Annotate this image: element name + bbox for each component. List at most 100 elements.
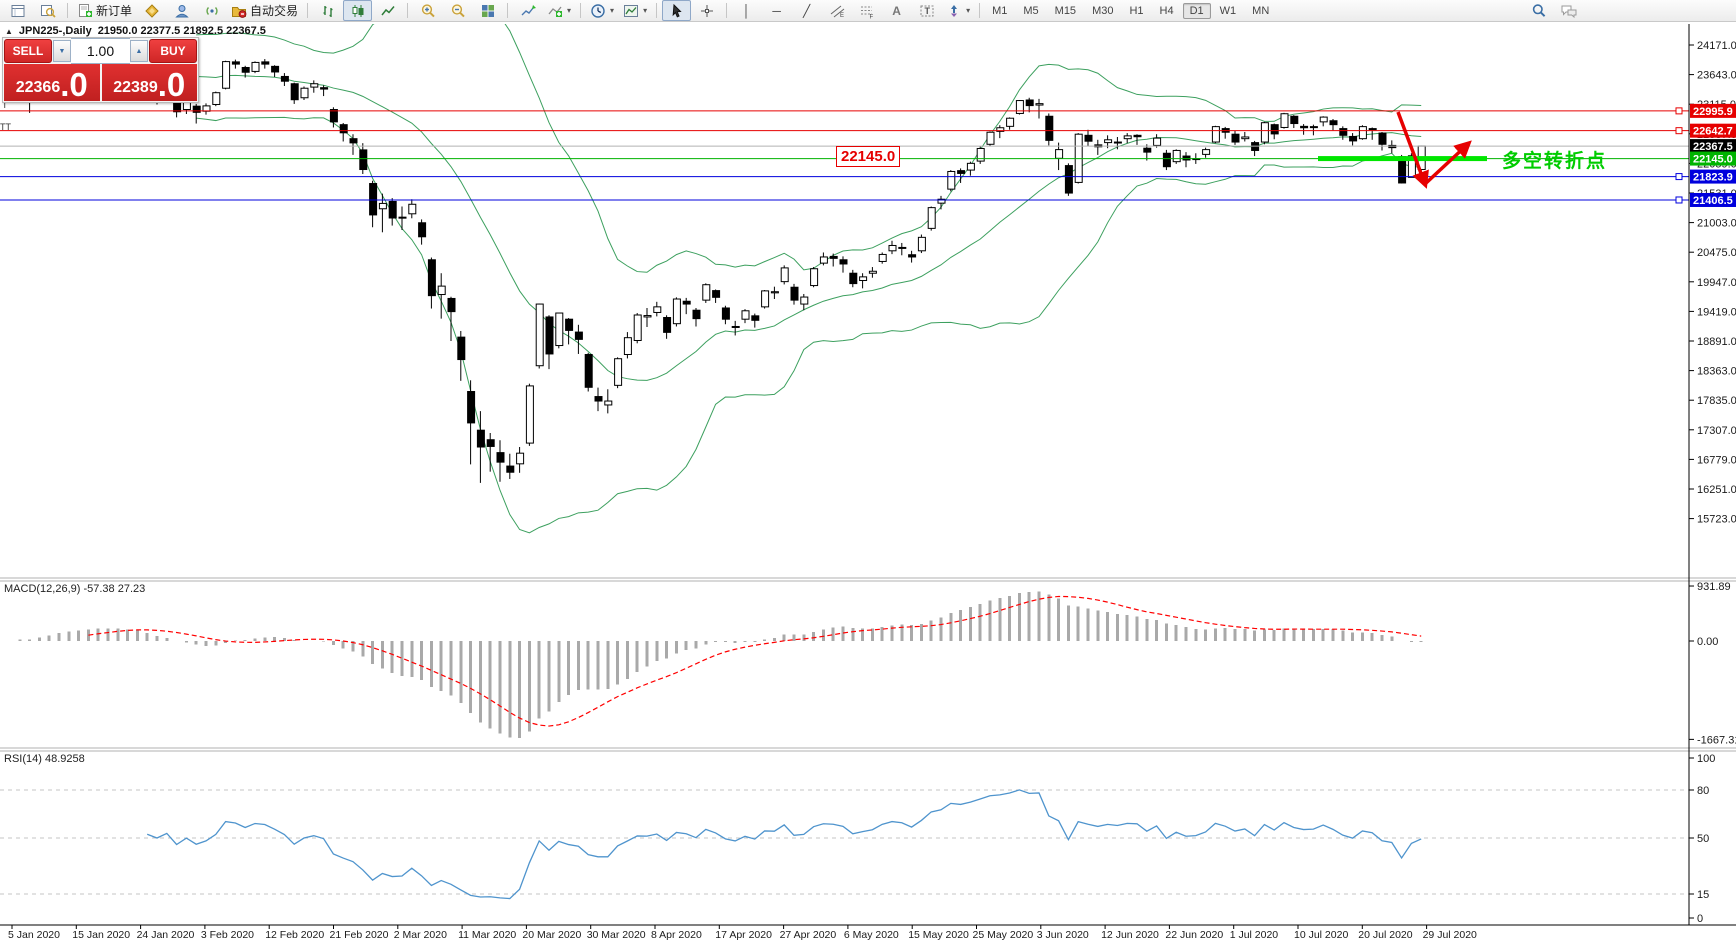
chart-canvas[interactable]: 24171.023643.023115.022587.022059.021531…: [0, 22, 1736, 946]
timeframe-button-m15[interactable]: M15: [1054, 4, 1077, 17]
indicators-icon[interactable]: [513, 0, 542, 21]
bear-candle: [584, 354, 593, 388]
sell-button[interactable]: SELL: [4, 39, 52, 63]
timeframe-button-mn[interactable]: MN: [1252, 4, 1270, 17]
bar-chart-icon[interactable]: [313, 0, 342, 21]
price-axis-label: 23643.0: [1697, 70, 1736, 82]
bull-candle: [535, 303, 544, 367]
charts-window-icon[interactable]: [3, 0, 32, 21]
vertical-line-icon[interactable]: │: [742, 3, 751, 18]
chat-icon[interactable]: [1554, 0, 1583, 21]
template-icon[interactable]: ▾: [619, 0, 651, 21]
line-handle[interactable]: [1675, 196, 1683, 204]
timeframe-button-h4[interactable]: H4: [1159, 4, 1174, 17]
bear-candle: [320, 87, 329, 90]
bull-candle: [604, 400, 613, 406]
text-label-icon[interactable]: T: [912, 0, 941, 21]
add-object-icon[interactable]: ▾: [543, 0, 575, 21]
bull-candle: [1123, 135, 1132, 140]
zoom-out-icon[interactable]: [443, 0, 472, 21]
signals-icon[interactable]: [197, 0, 226, 21]
ohlc-values: 21950.0 22377.5 21892.5 22367.5: [97, 25, 266, 37]
turning-point-label[interactable]: 多空转折点: [1502, 151, 1608, 172]
bear-candle: [1064, 165, 1073, 194]
zoom-in-icon[interactable]: [413, 0, 442, 21]
period-clock-icon[interactable]: ▾: [586, 0, 618, 21]
timeframe-button-d1[interactable]: D1: [1182, 2, 1211, 19]
bollinger-bands: [196, 24, 1422, 534]
timeframe-button-m30[interactable]: M30: [1092, 4, 1114, 17]
bull-candle: [986, 131, 995, 145]
expert-advisors-icon[interactable]: [167, 0, 196, 21]
new-order-label: 新订单: [96, 4, 133, 18]
timeframe-button-w1[interactable]: W1: [1219, 4, 1237, 17]
text-object-marker[interactable]: TT: [0, 122, 11, 132]
sell-price[interactable]: 22366.0: [4, 64, 100, 101]
volume-increase-button[interactable]: ▲: [130, 40, 148, 62]
date-axis-label: 29 Jul 2020: [1423, 929, 1477, 941]
bear-candle: [486, 439, 495, 447]
text-icon[interactable]: A: [892, 3, 901, 18]
candlestick-chart-icon[interactable]: [343, 0, 373, 21]
symbol-period-label: JPN225-,Daily: [18, 25, 92, 37]
line-handle[interactable]: [1675, 173, 1683, 181]
data-window-icon[interactable]: [33, 0, 62, 21]
crosshair-icon[interactable]: [692, 0, 721, 21]
price-note-label[interactable]: 22145.0: [836, 146, 901, 167]
price-axis-label: 16251.0: [1697, 484, 1736, 496]
bear-candle: [849, 272, 858, 285]
timeframe-button-m5[interactable]: M5: [1023, 4, 1039, 17]
volume-decrease-button[interactable]: ▼: [53, 40, 71, 62]
line-handle[interactable]: [1675, 107, 1683, 115]
rsi-axis-label: 0: [1697, 913, 1703, 925]
autotrading-button[interactable]: 自动交易: [227, 0, 302, 21]
trend-arrow[interactable]: [1396, 111, 1429, 189]
bull-candle: [937, 198, 946, 204]
timeframe-button-m1[interactable]: M1: [992, 4, 1008, 17]
price-tag-22145.0: [1690, 151, 1736, 166]
text-object-marker[interactable]: T: [2, 100, 8, 110]
bull-candle: [996, 127, 1005, 132]
price-tag-text: 21823.9: [1693, 172, 1733, 184]
macd-pane: [18, 591, 1423, 738]
trend-arrow[interactable]: [1423, 140, 1472, 186]
line-chart-icon[interactable]: [373, 0, 402, 21]
bull-candle: [702, 284, 711, 301]
horizontal-line-icon[interactable]: ─: [772, 3, 781, 18]
bull-candle: [212, 92, 221, 105]
price-tag-21823.9: [1690, 169, 1736, 184]
fibonacci-icon[interactable]: F: [852, 0, 881, 21]
timeframe-button-h1[interactable]: H1: [1129, 4, 1144, 17]
buy-price[interactable]: 22389.0: [101, 64, 197, 103]
bull-candle: [623, 337, 632, 356]
bull-candle: [947, 170, 956, 190]
date-axis-label: 5 Jan 2020: [8, 929, 60, 941]
bull-candle: [1241, 136, 1250, 140]
history-icon[interactable]: [137, 0, 166, 21]
bull-candle: [408, 203, 417, 215]
new-order-button[interactable]: 新订单: [73, 0, 136, 21]
arrows-icon[interactable]: ▾: [942, 0, 974, 21]
date-axis-label: 20 Mar 2020: [522, 929, 581, 941]
bear-candle: [1025, 99, 1034, 107]
support-trendline[interactable]: [1318, 156, 1487, 162]
bollinger-upper-band: [196, 24, 1422, 273]
bear-candle: [574, 331, 583, 340]
equidistant-channel-icon[interactable]: E: [822, 0, 851, 21]
buy-price-big-digit: .0: [157, 65, 186, 103]
bull-candle: [1006, 117, 1015, 127]
line-handle[interactable]: [1675, 127, 1683, 135]
price-axis-label: 20475.0: [1697, 247, 1736, 259]
trendline-icon[interactable]: ╱: [802, 3, 811, 18]
bull-candle: [525, 385, 534, 444]
bull-candle: [868, 270, 877, 274]
tile-windows-icon[interactable]: [473, 0, 502, 21]
buy-button[interactable]: BUY: [149, 39, 197, 63]
chart-title: ▲ JPN225-,Daily 21950.0 22377.5 21892.5 …: [5, 25, 266, 37]
volume-input[interactable]: 1.00: [71, 38, 130, 64]
search-icon[interactable]: [1524, 0, 1553, 21]
cursor-icon[interactable]: [662, 0, 692, 21]
bear-candle: [1339, 128, 1348, 136]
bear-candle: [790, 286, 799, 301]
bear-candle: [447, 297, 456, 313]
